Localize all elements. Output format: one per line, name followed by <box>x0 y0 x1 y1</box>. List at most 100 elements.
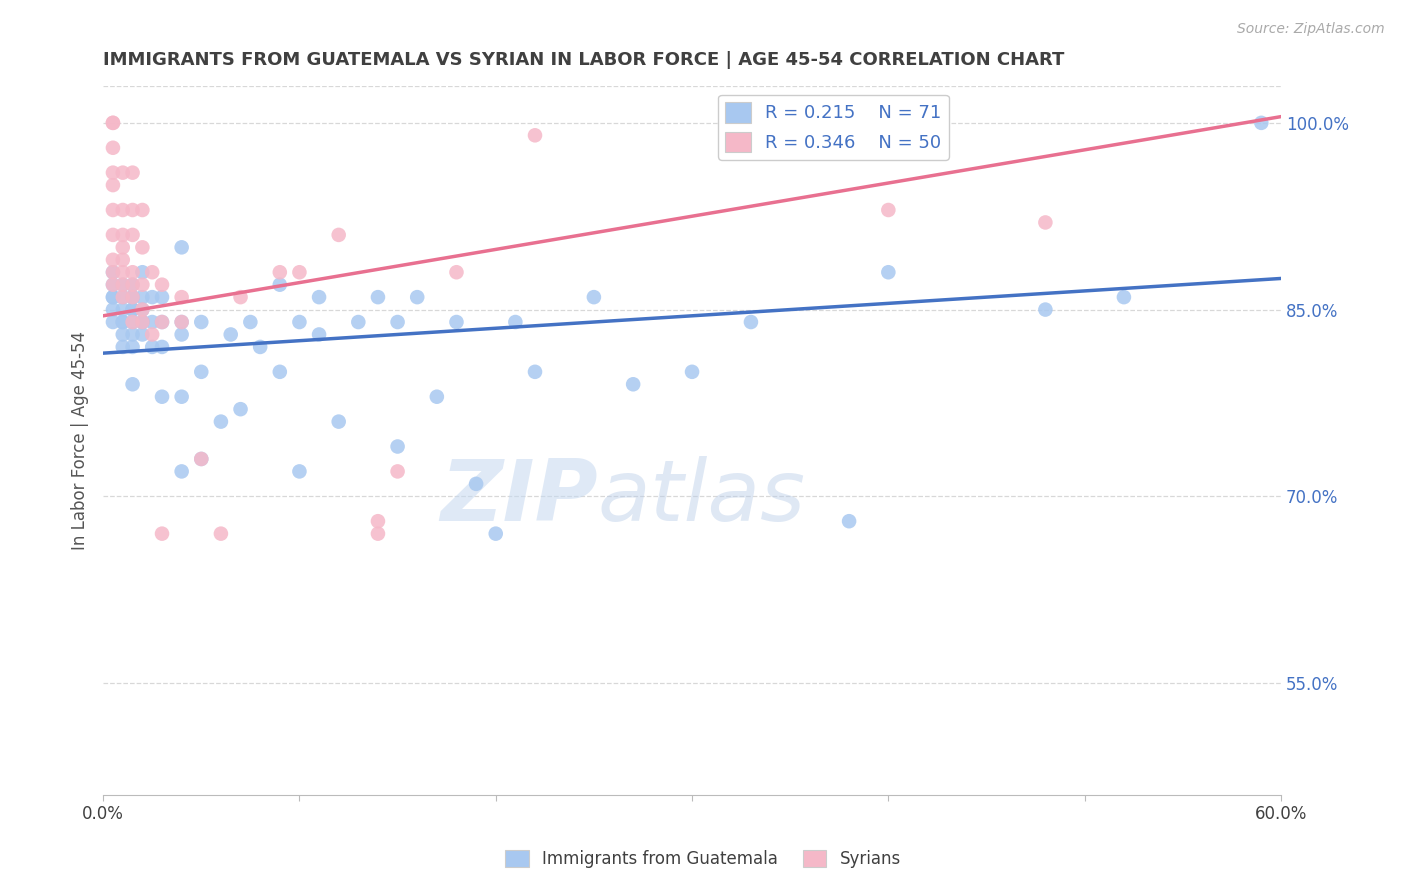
Point <box>524 128 547 143</box>
Point <box>681 365 703 379</box>
Point <box>150 340 173 354</box>
Point <box>111 290 134 304</box>
Point <box>740 315 762 329</box>
Point <box>582 290 605 304</box>
Point <box>621 377 644 392</box>
Point <box>121 202 143 217</box>
Point <box>131 265 153 279</box>
Point <box>170 315 193 329</box>
Point <box>387 440 409 454</box>
Point <box>239 315 262 329</box>
Point <box>131 277 153 292</box>
Point <box>121 327 143 342</box>
Point <box>101 116 124 130</box>
Point <box>141 290 163 304</box>
Point <box>877 202 900 217</box>
Point <box>131 302 153 317</box>
Point <box>446 315 468 329</box>
Text: atlas: atlas <box>598 456 806 539</box>
Point <box>150 390 173 404</box>
Point <box>101 166 124 180</box>
Text: ZIP: ZIP <box>440 456 598 539</box>
Point <box>190 452 212 467</box>
Point <box>101 141 124 155</box>
Point <box>111 202 134 217</box>
Point <box>121 315 143 329</box>
Point <box>131 240 153 254</box>
Point <box>101 265 124 279</box>
Point <box>1112 290 1135 304</box>
Point <box>121 290 143 304</box>
Point <box>190 315 212 329</box>
Point <box>121 166 143 180</box>
Point <box>121 302 143 317</box>
Point <box>426 390 449 404</box>
Point <box>101 277 124 292</box>
Point <box>288 315 311 329</box>
Point <box>121 227 143 242</box>
Point <box>150 290 173 304</box>
Point <box>101 227 124 242</box>
Point <box>131 315 153 329</box>
Point <box>249 340 271 354</box>
Point <box>328 227 350 242</box>
Point <box>190 365 212 379</box>
Point <box>219 327 242 342</box>
Point <box>269 365 291 379</box>
Point <box>101 265 124 279</box>
Point <box>170 390 193 404</box>
Point <box>209 526 232 541</box>
Point <box>141 327 163 342</box>
Point <box>111 227 134 242</box>
Point <box>328 415 350 429</box>
Point <box>131 327 153 342</box>
Point <box>170 327 193 342</box>
Point <box>121 315 143 329</box>
Point <box>150 526 173 541</box>
Point <box>111 290 134 304</box>
Point <box>485 526 508 541</box>
Point <box>170 464 193 478</box>
Point <box>367 514 389 528</box>
Point <box>131 202 153 217</box>
Point <box>209 415 232 429</box>
Point <box>121 265 143 279</box>
Point <box>1035 215 1057 229</box>
Point <box>170 315 193 329</box>
Point <box>141 265 163 279</box>
Point <box>111 315 134 329</box>
Point <box>121 277 143 292</box>
Point <box>308 327 330 342</box>
Point <box>524 365 547 379</box>
Point <box>1250 116 1272 130</box>
Point <box>141 315 163 329</box>
Point <box>367 526 389 541</box>
Point <box>150 315 173 329</box>
Point <box>505 315 527 329</box>
Point <box>229 290 252 304</box>
Point <box>111 327 134 342</box>
Point <box>150 277 173 292</box>
Point <box>101 178 124 193</box>
Point <box>101 315 124 329</box>
Point <box>101 116 124 130</box>
Point <box>387 464 409 478</box>
Point <box>121 302 143 317</box>
Point <box>1035 302 1057 317</box>
Point <box>190 452 212 467</box>
Point <box>121 290 143 304</box>
Point <box>229 402 252 417</box>
Point <box>288 265 311 279</box>
Point <box>121 277 143 292</box>
Point <box>367 290 389 304</box>
Point <box>101 277 124 292</box>
Point <box>446 265 468 279</box>
Point <box>150 315 173 329</box>
Point <box>406 290 429 304</box>
Point <box>131 302 153 317</box>
Point <box>141 340 163 354</box>
Point <box>121 377 143 392</box>
Point <box>101 202 124 217</box>
Point <box>465 476 488 491</box>
Point <box>877 265 900 279</box>
